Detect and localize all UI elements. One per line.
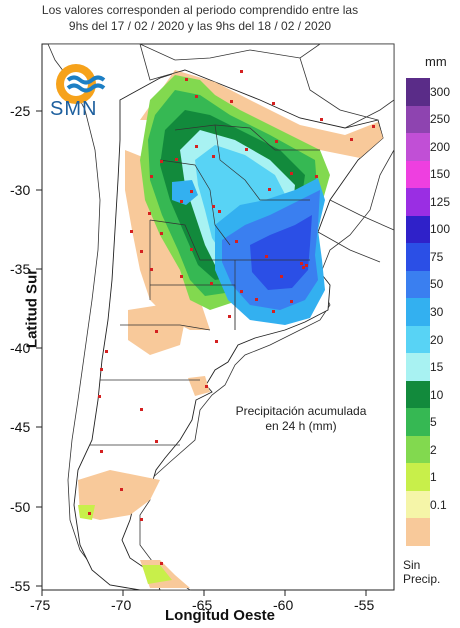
y-tick-label: -30	[10, 182, 31, 198]
legend-color-box	[406, 188, 430, 217]
legend-color-box	[406, 133, 430, 162]
legend-color-box	[406, 243, 430, 272]
legend-label: 50	[430, 277, 444, 292]
no-precip-line-1: Sin	[403, 558, 421, 572]
precip-1-area	[78, 505, 95, 520]
x-tick-label: -70	[111, 597, 132, 613]
legend-label: 200	[430, 139, 451, 154]
x-tick-label: -60	[273, 597, 294, 613]
legend-color-box	[406, 298, 430, 327]
axis-ticks	[36, 110, 367, 596]
country-borders	[139, 43, 395, 263]
map-title: Los valores corresponden al periodo comp…	[0, 2, 400, 34]
legend-label: 100	[430, 222, 451, 237]
x-tick-label: -55	[354, 597, 375, 613]
y-tick-label: -40	[10, 340, 31, 356]
legend-color-box	[406, 160, 430, 189]
title-line-1: Los valores corresponden al periodo comp…	[41, 3, 359, 17]
map-annotation: Precipitación acumulada en 24 h (mm)	[226, 404, 376, 434]
legend-color-box	[406, 270, 430, 299]
x-tick-label: -65	[192, 597, 213, 613]
x-tick-label: -75	[30, 597, 51, 613]
legend-label: 1	[430, 470, 437, 485]
legend-label: 5	[430, 415, 437, 430]
station-markers	[88, 70, 375, 565]
no-precip-line-2: Precip.	[403, 572, 441, 586]
legend-label: 150	[430, 167, 451, 182]
legend-color-box	[406, 105, 430, 134]
precip-0.1-area-patagonia	[188, 376, 210, 396]
legend-color-box	[406, 215, 430, 244]
legend-label: 300	[430, 84, 451, 99]
legend-color-box	[406, 435, 430, 464]
y-axis-title: Latitud Sur	[23, 268, 41, 349]
y-tick-label: -50	[10, 499, 31, 515]
title-line-2: 9hs del 17 / 02 / 2020 y las 9hs del 18 …	[68, 19, 332, 33]
legend-color-box	[406, 518, 430, 547]
legend-label: 250	[430, 112, 451, 127]
legend-unit: mm	[425, 54, 447, 69]
y-tick-label: -55	[10, 578, 31, 594]
province-boundaries	[90, 124, 320, 446]
precip-75-area	[250, 215, 312, 290]
legend-label: 2	[430, 442, 437, 457]
legend-color-box	[406, 380, 430, 409]
precip-1-area-tdf	[142, 565, 172, 584]
legend-label: 125	[430, 194, 451, 209]
legend-color-box	[406, 325, 430, 354]
y-tick-label: -25	[10, 103, 31, 119]
y-tick-label: -35	[10, 261, 31, 277]
x-axis-title: Longitud Oeste	[165, 607, 275, 624]
legend-label: 30	[430, 305, 444, 319]
legend-color-box	[406, 78, 430, 107]
legend-label: 20	[430, 332, 444, 347]
legend-label: 0.1	[430, 497, 447, 512]
legend-color-box	[406, 353, 430, 382]
y-tick-label: -45	[10, 419, 31, 435]
color-legend	[406, 78, 430, 547]
precip-0.1-area-south	[78, 470, 160, 520]
smn-logo-text: SMN	[50, 98, 98, 120]
legend-color-box	[406, 408, 430, 437]
annotation-line-1: Precipitación acumulada	[235, 404, 367, 418]
annotation-line-2: en 24 h (mm)	[265, 419, 337, 433]
legend-label: 75	[430, 249, 444, 264]
legend-no-precip-label: Sin Precip.	[403, 558, 440, 586]
smn-logo-icon	[56, 64, 106, 104]
legend-label: 15	[430, 360, 444, 375]
legend-color-box	[406, 463, 430, 492]
precip-30-area-cordoba	[172, 180, 198, 205]
legend-color-box	[406, 490, 430, 519]
legend-label: 10	[430, 387, 444, 402]
